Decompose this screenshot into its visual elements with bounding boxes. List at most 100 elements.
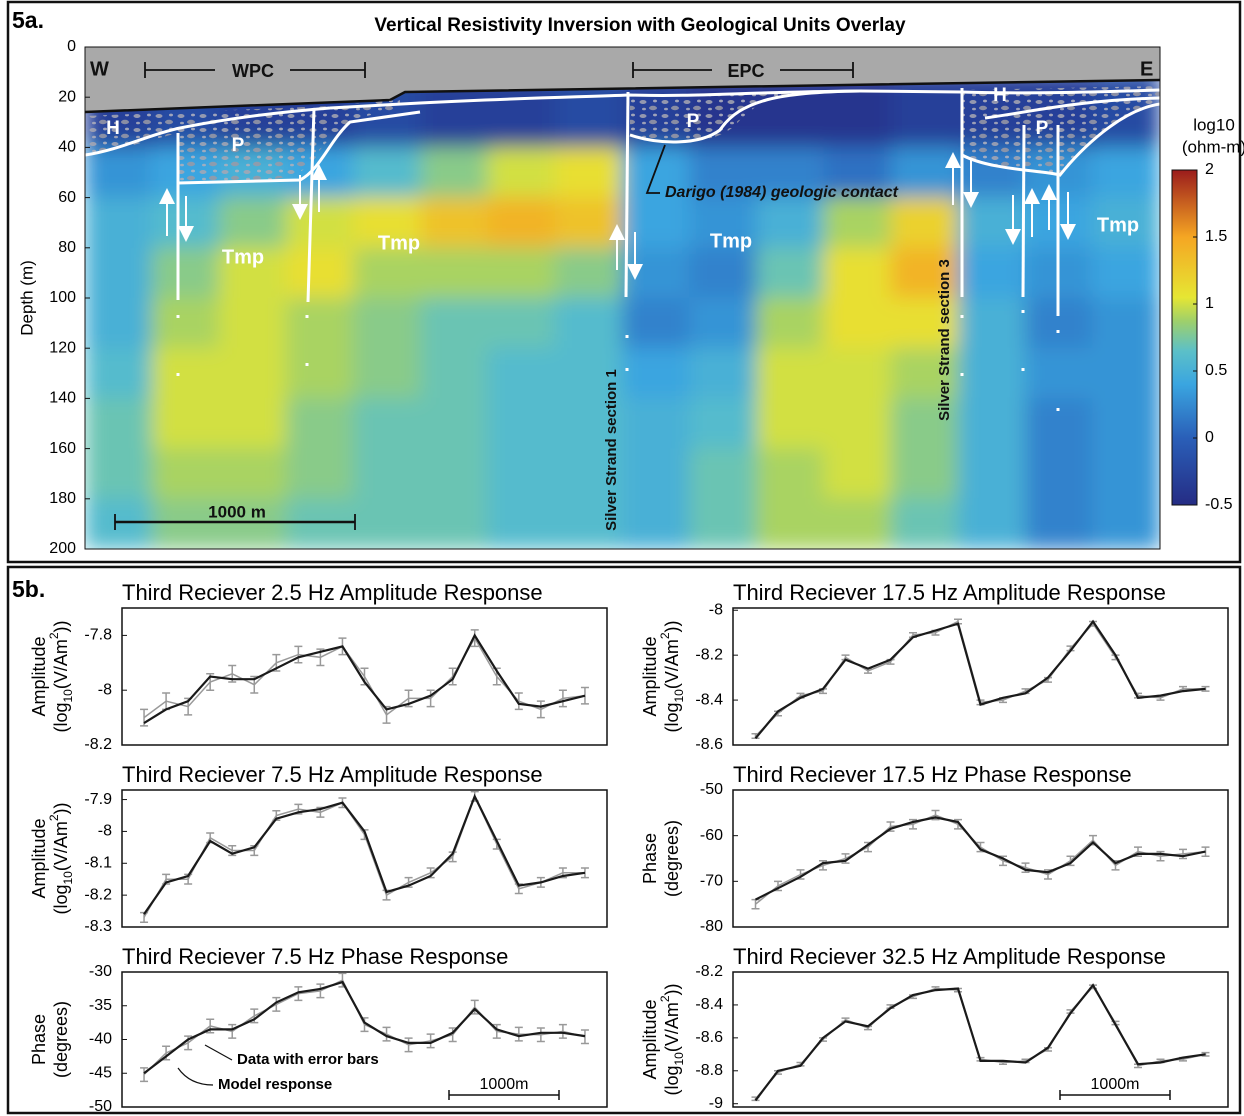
y-tick-label: 40: [58, 139, 76, 156]
leader-line: [204, 1044, 233, 1061]
heatmap-cell: [756, 297, 825, 349]
model-line: [143, 980, 586, 1075]
heatmap-cell: [756, 197, 825, 249]
y-axis-label-part: 10: [672, 1052, 686, 1066]
heatmap-cell: [823, 197, 892, 249]
y-tick-label: -8.6: [695, 1029, 723, 1046]
error-bar: [294, 645, 303, 664]
heatmap-cell: [1092, 197, 1160, 249]
y-axis-label-part: 2: [658, 995, 672, 1002]
y-axis-label: Amplitude: [29, 636, 49, 716]
y-axis-label-part: )): [662, 983, 682, 995]
heatmap-cell: [85, 197, 153, 249]
heatmap-cell: [218, 347, 288, 399]
heatmap-cell: [957, 297, 1027, 349]
leader-line: [177, 1067, 214, 1086]
heatmap-cell: [554, 146, 623, 199]
series-label: Model response: [218, 1076, 332, 1093]
heatmap-cell: [554, 347, 623, 399]
heatmap-cell: [85, 498, 153, 549]
y-axis-label-part: 2: [47, 814, 61, 821]
heatmap-cell: [756, 347, 825, 399]
colorbar-tick-label: 0.5: [1205, 362, 1227, 379]
heatmap-cell: [890, 247, 959, 299]
colorbar-tick-label: 0: [1205, 429, 1214, 446]
y-tick-label: -8.8: [695, 1062, 723, 1079]
scale-bar: [448, 1090, 560, 1100]
heatmap-cell: [286, 247, 355, 299]
data-line: [754, 620, 1206, 737]
annotation: Tmp: [378, 232, 420, 254]
heatmap-cell: [1025, 347, 1094, 399]
y-tick-label: 0: [67, 38, 76, 55]
faults: [176, 88, 1060, 415]
heatmap-cell: [1092, 297, 1160, 349]
heatmap-cell: [890, 297, 959, 349]
y-tick-label: -8: [709, 601, 723, 618]
heatmap-cell: [286, 498, 355, 549]
y-tick-label: -8.2: [695, 963, 723, 980]
heatmap-cell: [823, 297, 892, 349]
annotation: Tmp: [710, 230, 752, 252]
error-bar: [536, 1027, 545, 1043]
heatmap-cell: [689, 146, 758, 199]
error-bar: [272, 996, 281, 1012]
heatmap-cell: [1092, 498, 1160, 549]
chart-title: Third Reciever 32.5 Hz Amplitude Respons…: [733, 944, 1166, 969]
model-line: [143, 793, 586, 915]
plot-frame: [732, 789, 1229, 928]
heatmap-cell: [353, 397, 422, 450]
heatmap-cell: [151, 397, 220, 450]
y-axis-label-part: )): [51, 802, 71, 814]
heatmap-cell: [756, 448, 825, 500]
heatmap-cell: [890, 397, 959, 450]
heatmap-cell: [689, 347, 758, 399]
heatmap-cell: [420, 397, 489, 450]
heatmap-cell: [151, 297, 220, 349]
heatmap-cell: [353, 347, 422, 399]
scale-bar-label: 1000m: [480, 1076, 529, 1093]
error-bar: [404, 1037, 413, 1053]
y-axis-label-part: (log: [662, 703, 682, 733]
brackets: [114, 62, 854, 530]
heatmap-cell: [554, 297, 623, 349]
y-tick-label: -8: [98, 681, 112, 698]
panel-frame: [6, 0, 1242, 564]
y-axis-label: Phase: [640, 833, 660, 884]
heatmap-cell: [85, 448, 153, 500]
data-line: [755, 814, 1206, 905]
error-bar: [558, 689, 567, 708]
y-axis-label-part: (V/Am: [662, 639, 682, 689]
surface: [85, 47, 1160, 112]
heatmap-cell: [353, 247, 422, 299]
heatmap-cell: [85, 247, 153, 299]
colorbar-tick-label: 2: [1205, 161, 1214, 178]
colorbar-label: (ohm-m): [1182, 137, 1244, 156]
y-axis-label-part: )): [662, 620, 682, 632]
plot-frame: [732, 971, 1229, 1108]
annotation: Tmp: [222, 246, 264, 268]
annotation: WPC: [232, 61, 274, 81]
y-axis-label: (log10(V/Am2)): [47, 620, 75, 732]
y-tick-label: 100: [49, 289, 76, 306]
heatmap-cell: [554, 197, 623, 249]
heatmap: [85, 71, 1160, 549]
heatmap-cell: [85, 297, 153, 349]
error-bar: [426, 689, 435, 708]
heatmap-cell: [420, 247, 489, 299]
y-axis-label-part: 10: [672, 689, 686, 703]
error-bar: [470, 629, 479, 648]
series-label: Data with error bars: [237, 1051, 379, 1068]
plot-frame: [121, 789, 608, 928]
plot-frame: [121, 607, 608, 746]
y-axis-label-part: 2: [47, 632, 61, 639]
error-bar: [294, 986, 303, 1002]
heatmap-cell: [151, 448, 220, 500]
y-tick-label: -80: [700, 918, 723, 935]
heatmap-cell: [151, 247, 220, 299]
contact-line: [85, 106, 331, 157]
heatmap-cell: [622, 498, 691, 549]
heatmap-cell: [353, 498, 422, 549]
model-line: [143, 633, 586, 725]
